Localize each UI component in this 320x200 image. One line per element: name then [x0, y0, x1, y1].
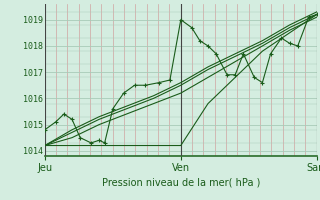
- X-axis label: Pression niveau de la mer( hPa ): Pression niveau de la mer( hPa ): [102, 177, 260, 187]
